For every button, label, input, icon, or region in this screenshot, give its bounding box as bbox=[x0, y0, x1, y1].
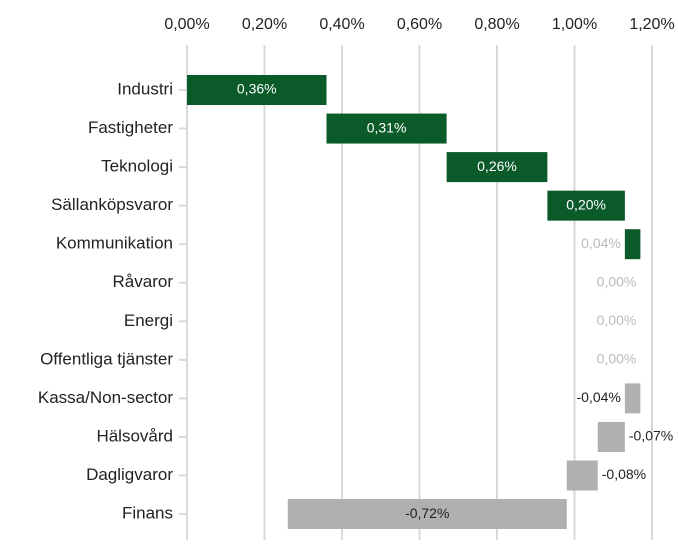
x-tick-label: 0,80% bbox=[474, 16, 519, 33]
value-label: -0,04% bbox=[577, 389, 621, 405]
y-tick-label: Sällanköpsvaror bbox=[51, 195, 173, 214]
y-tick-label: Teknologi bbox=[101, 157, 173, 176]
value-label: 0,26% bbox=[477, 158, 517, 174]
bar bbox=[326, 113, 447, 144]
y-tick-label: Kommunikation bbox=[56, 234, 173, 253]
y-tick-label: Industri bbox=[117, 79, 173, 98]
value-label: 0,00% bbox=[597, 351, 637, 367]
bar bbox=[597, 421, 625, 452]
value-label: -0,72% bbox=[405, 505, 449, 521]
y-tick-label: Dagligvaror bbox=[86, 465, 173, 484]
value-label: -0,07% bbox=[629, 428, 673, 444]
bar bbox=[624, 383, 641, 414]
x-tick-label: 0,60% bbox=[397, 16, 442, 33]
x-tick-label: 0,20% bbox=[242, 16, 287, 33]
value-label: 0,00% bbox=[597, 273, 637, 289]
bar bbox=[187, 75, 327, 105]
value-label: 0,20% bbox=[566, 196, 606, 212]
bar bbox=[624, 229, 641, 260]
value-label: 0,31% bbox=[367, 119, 407, 135]
bar bbox=[287, 499, 567, 530]
y-tick-label: Kassa/Non-sector bbox=[38, 388, 173, 407]
value-label: 0,00% bbox=[597, 312, 637, 328]
x-tick-label: 0,00% bbox=[164, 16, 209, 33]
value-label: 0,36% bbox=[237, 81, 277, 97]
y-tick-label: Offentliga tjänster bbox=[40, 349, 173, 368]
y-tick-label: Finans bbox=[122, 504, 173, 523]
y-tick-label: Fastigheter bbox=[88, 118, 173, 137]
x-tick-label: 1,20% bbox=[629, 16, 674, 33]
bar bbox=[566, 460, 598, 491]
bar bbox=[446, 152, 548, 183]
bar bbox=[547, 190, 625, 221]
x-tick-label: 0,40% bbox=[319, 16, 364, 33]
value-label: 0,04% bbox=[581, 235, 621, 251]
y-tick-label: Energi bbox=[124, 311, 173, 330]
value-label: -0,08% bbox=[602, 466, 646, 482]
y-tick-label: Råvaror bbox=[113, 272, 174, 291]
x-tick-label: 1,00% bbox=[552, 16, 597, 33]
y-tick-label: Hälsovård bbox=[96, 426, 173, 445]
